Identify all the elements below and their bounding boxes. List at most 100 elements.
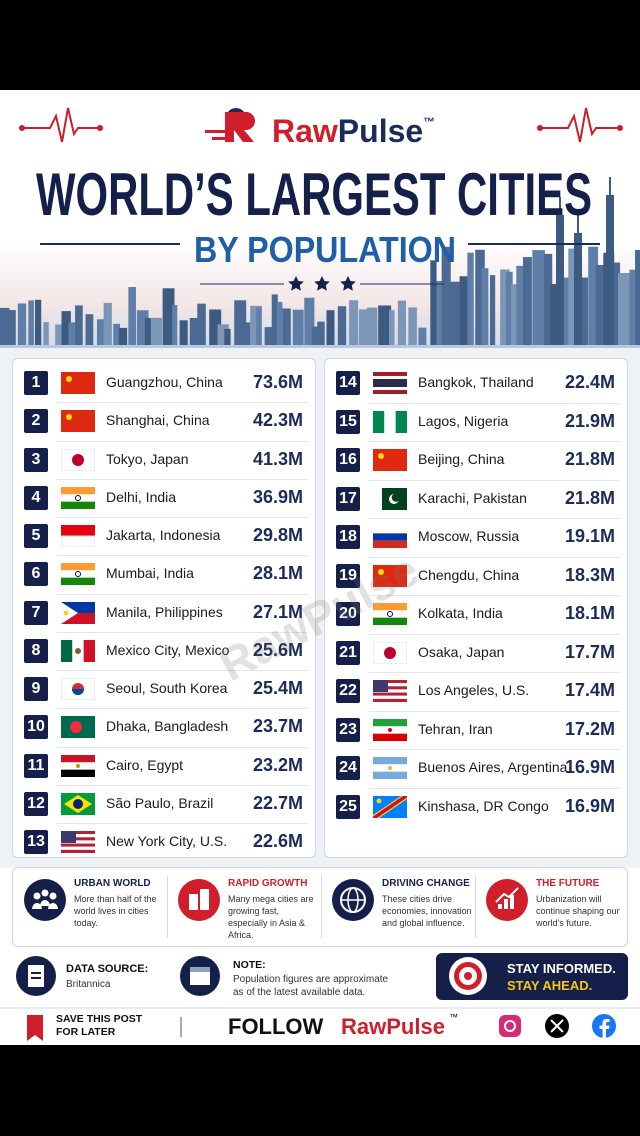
building (578, 277, 588, 345)
rank: 1 (24, 371, 48, 395)
rank: 4 (24, 485, 48, 510)
population: 19.1M (564, 526, 615, 546)
row-separator (369, 402, 619, 404)
building (217, 324, 229, 345)
city: Kolkata, India (418, 605, 503, 621)
flag-emblem (388, 727, 392, 732)
flag (61, 448, 95, 471)
flag-stripe (61, 849, 95, 853)
flag-wheel (75, 494, 81, 501)
building (595, 264, 606, 345)
fact-title: THE FUTURE (536, 878, 600, 889)
row-separator (57, 593, 307, 595)
population: 18.1M (564, 603, 615, 623)
doc-shape (28, 965, 44, 987)
flag-stripe (61, 639, 73, 662)
flag-stripe (373, 718, 407, 726)
building (349, 300, 359, 345)
cta-line1: STAY INFORMED. (507, 961, 616, 976)
population: 25.4M (252, 678, 303, 698)
fact-title: DRIVING CHANGE (382, 878, 470, 889)
building (264, 327, 273, 345)
flag (61, 754, 95, 777)
flag-star (378, 568, 384, 575)
flag-sun (63, 610, 69, 615)
fact-icon (24, 879, 66, 921)
population: 28.1M (252, 563, 303, 584)
flag-triangle (61, 601, 78, 624)
flag-field (61, 372, 95, 394)
building (245, 322, 251, 345)
flag-disc (72, 453, 84, 466)
flag (373, 757, 407, 779)
building (500, 269, 510, 345)
building (475, 249, 485, 345)
rank: 24 (336, 756, 360, 780)
flag (373, 526, 407, 548)
person-head (33, 892, 41, 900)
rank: 21 (336, 640, 360, 665)
building (617, 273, 631, 345)
building (0, 307, 10, 345)
fact-text: Urbanization will continue shaping our w… (536, 894, 620, 928)
rank: 19 (336, 563, 360, 588)
flag-stripe (373, 540, 407, 548)
star (340, 276, 356, 291)
rank: 6 (24, 562, 48, 587)
building (568, 248, 579, 345)
building (481, 268, 489, 345)
building (588, 246, 599, 345)
building (449, 281, 460, 345)
building (408, 307, 417, 345)
building (304, 297, 315, 345)
flag-stripe (373, 603, 407, 611)
trademark: ™ (449, 1012, 458, 1022)
building (441, 246, 451, 345)
flag (61, 410, 95, 433)
dot (97, 125, 103, 131)
flag (373, 372, 407, 394)
flag-stripe (61, 494, 95, 502)
building (516, 265, 524, 345)
flag-stripe (61, 577, 95, 586)
building (489, 275, 496, 345)
population: 17.7M (564, 641, 615, 662)
flag (373, 680, 407, 702)
building (128, 287, 136, 345)
population: 22.7M (252, 792, 303, 813)
flag-star (66, 414, 72, 421)
city: Beijing, China (418, 451, 505, 467)
rank: 20 (336, 602, 360, 626)
population: 25.6M (252, 639, 303, 660)
person-body (40, 900, 50, 906)
table-panel: 1 Guangzhou, China 73.6M 2 Shanghai, China 42… (12, 358, 316, 858)
building (34, 299, 42, 345)
city: Mumbai, India (106, 565, 194, 582)
bookmark (27, 1015, 43, 1041)
building (378, 305, 392, 345)
population: 17.2M (564, 718, 615, 739)
flag-stripe (373, 683, 407, 687)
footer-icons (0, 953, 640, 1041)
fact-icon (178, 879, 220, 921)
flag-stripe (61, 840, 95, 844)
flag-disc (384, 646, 396, 659)
trademark: ™ (423, 115, 435, 129)
flag-stripe (373, 533, 407, 541)
flag-band (373, 487, 382, 510)
flag-stripe (384, 410, 396, 433)
flag-stripe (373, 617, 407, 625)
person-head (49, 892, 57, 900)
row-separator (369, 595, 619, 596)
flag-stripe (373, 695, 407, 699)
building (197, 303, 206, 345)
pulse-line (22, 107, 100, 143)
row-separator (57, 517, 307, 518)
note-text: Population figures are approximate as of… (233, 974, 389, 998)
population: 22.4M (564, 372, 615, 392)
building (326, 310, 335, 345)
brand: RawPulse™ (272, 113, 435, 149)
building (172, 305, 178, 345)
instagram[interactable] (499, 1015, 521, 1037)
flag-stripe (373, 698, 407, 702)
